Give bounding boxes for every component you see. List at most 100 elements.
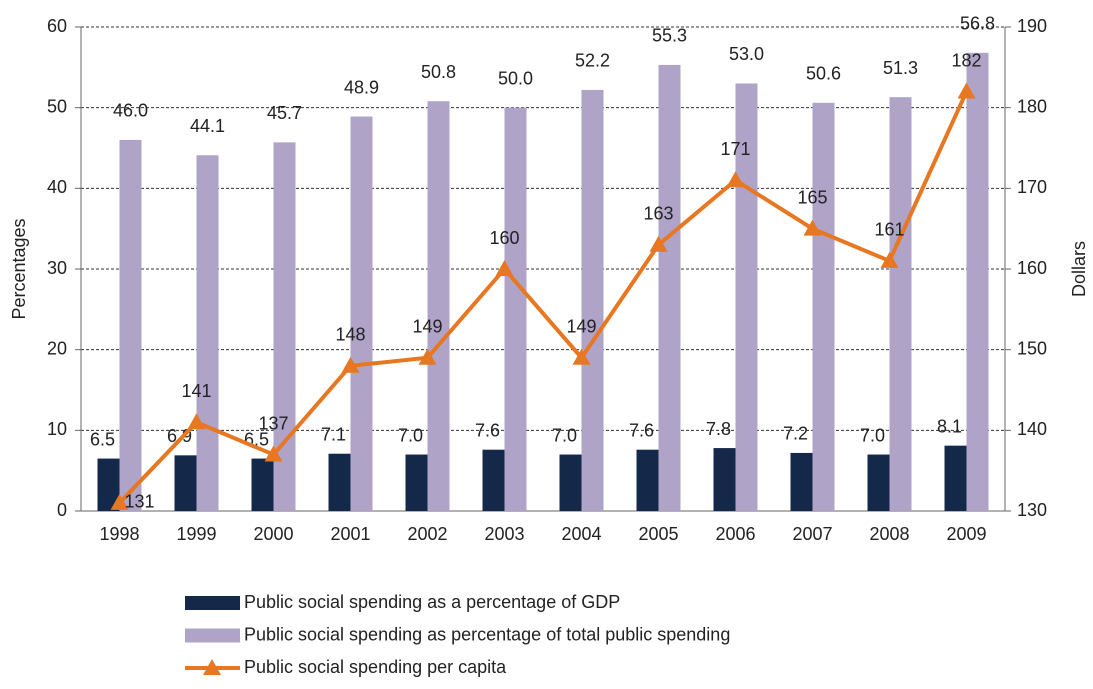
x-tick-label: 2002 — [407, 524, 447, 544]
bar — [944, 445, 967, 511]
data-label: 48.9 — [344, 77, 379, 97]
x-tick-label: 2004 — [561, 524, 601, 544]
y2-axis-label: Dollars — [1069, 241, 1089, 297]
data-label: 7.6 — [475, 420, 500, 440]
data-label: 160 — [489, 228, 519, 248]
data-label: 149 — [412, 316, 442, 336]
data-label: 149 — [566, 316, 596, 336]
line-marker — [341, 356, 360, 373]
data-label: 161 — [874, 220, 904, 240]
data-label: 50.6 — [806, 64, 841, 84]
legend-swatch — [185, 596, 240, 610]
bar — [867, 454, 890, 511]
data-label: 148 — [335, 325, 365, 345]
bar — [273, 142, 296, 511]
bar — [196, 155, 219, 511]
x-tick-label: 1998 — [99, 524, 139, 544]
x-tick-label: 2001 — [330, 524, 370, 544]
x-tick-label: 2005 — [638, 524, 678, 544]
data-label: 7.8 — [706, 419, 731, 439]
x-tick-label: 2000 — [253, 524, 293, 544]
x-tick-label: 2007 — [792, 524, 832, 544]
line-marker — [418, 348, 437, 365]
legend-swatch — [203, 659, 221, 675]
data-label: 56.8 — [960, 14, 995, 34]
data-label: 7.0 — [398, 425, 423, 445]
y-tick-label: 40 — [47, 177, 67, 197]
data-label: 7.1 — [321, 424, 346, 444]
bar — [790, 452, 813, 511]
y2-tick-label: 140 — [1017, 419, 1047, 439]
data-label: 171 — [720, 139, 750, 159]
x-tick-label: 2008 — [869, 524, 909, 544]
legend-swatch — [185, 628, 240, 643]
bar — [658, 64, 681, 511]
line-marker — [187, 413, 206, 430]
legend-label: Public social spending per capita — [244, 657, 507, 677]
data-label: 55.3 — [652, 26, 687, 46]
bar — [350, 116, 373, 511]
data-label: 137 — [258, 413, 288, 433]
bar — [559, 454, 582, 511]
y2-tick-label: 130 — [1017, 500, 1047, 520]
data-label: 141 — [181, 381, 211, 401]
line-marker — [880, 251, 899, 268]
legend-label: Public social spending as a percentage o… — [244, 592, 620, 612]
data-label: 50.8 — [421, 62, 456, 82]
bar — [251, 458, 274, 511]
line-marker — [803, 219, 822, 236]
y-tick-label: 20 — [47, 338, 67, 358]
y2-tick-label: 190 — [1017, 16, 1047, 36]
bar — [812, 102, 835, 512]
data-label: 51.3 — [883, 58, 918, 78]
data-label: 7.2 — [783, 424, 808, 444]
line-marker — [649, 235, 668, 252]
y-tick-label: 30 — [47, 258, 67, 278]
x-tick-label: 2009 — [946, 524, 986, 544]
x-tick-label: 2006 — [715, 524, 755, 544]
legend-label: Public social spending as percentage of … — [244, 624, 730, 644]
line-marker — [572, 348, 591, 365]
line-marker — [495, 260, 514, 276]
data-label: 50.0 — [498, 68, 533, 88]
data-label: 53.0 — [729, 44, 764, 64]
bar — [482, 449, 505, 511]
bar — [97, 458, 120, 511]
line-marker — [264, 445, 283, 462]
y-tick-label: 60 — [47, 16, 67, 36]
y2-tick-label: 150 — [1017, 338, 1047, 358]
bar — [713, 448, 736, 511]
line-marker — [957, 82, 976, 99]
data-label: 52.2 — [575, 51, 610, 71]
y-axis-label: Percentages — [9, 218, 29, 319]
data-label: 7.0 — [552, 425, 577, 445]
bar — [328, 453, 351, 511]
y-tick-label: 0 — [57, 500, 67, 520]
x-tick-label: 2003 — [484, 524, 524, 544]
data-label: 131 — [124, 492, 154, 512]
data-label: 8.1 — [937, 416, 962, 436]
bar — [119, 139, 142, 511]
bar — [427, 101, 450, 512]
data-label: 44.1 — [190, 116, 225, 136]
bar — [889, 97, 912, 512]
x-tick-label: 1999 — [176, 524, 216, 544]
line — [118, 90, 969, 505]
data-label: 182 — [951, 50, 981, 70]
data-label: 46.0 — [113, 101, 148, 121]
y2-tick-label: 160 — [1017, 258, 1047, 278]
bar — [581, 89, 604, 512]
bar — [966, 52, 989, 512]
bar — [174, 455, 197, 511]
y2-tick-label: 170 — [1017, 177, 1047, 197]
bar — [636, 449, 659, 511]
y2-tick-label: 180 — [1017, 96, 1047, 116]
bar — [405, 454, 428, 511]
bar — [504, 107, 527, 512]
line-marker — [726, 171, 745, 188]
data-label: 7.0 — [860, 425, 885, 445]
data-label: 163 — [643, 204, 673, 224]
data-label: 45.7 — [267, 103, 302, 123]
y-tick-label: 10 — [47, 419, 67, 439]
